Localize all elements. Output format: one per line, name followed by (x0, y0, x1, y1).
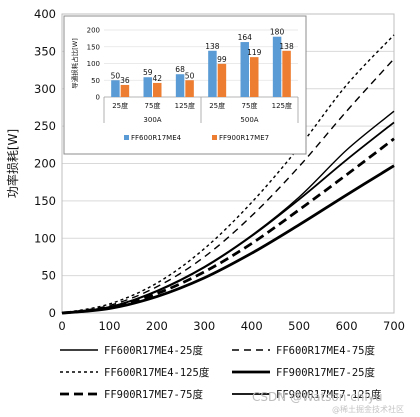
y-tick-label: 300 (34, 82, 56, 96)
inset-bar-label: 68 (175, 65, 185, 74)
legend-label: FF900R17ME7-125度 (276, 388, 382, 401)
y-tick-label: 400 (34, 7, 56, 21)
inset-bar-label: 119 (247, 48, 262, 57)
inset-bar-label: 42 (152, 74, 162, 83)
inset-bar (111, 80, 120, 97)
inset-bar (250, 57, 259, 97)
y-tick-label: 250 (34, 119, 56, 133)
legend-label: FF600R17ME4-75度 (276, 344, 376, 357)
inset-bar-chart: 050100150200503625度594275度6850125度138992… (63, 15, 307, 155)
inset-bar-label: 164 (238, 33, 253, 42)
inset-bar (143, 77, 152, 97)
inset-y-tick-label: 50 (91, 77, 100, 85)
inset-bar (240, 42, 249, 97)
legend-label: FF600R17ME4-25度 (104, 344, 204, 357)
inset-bar (217, 63, 227, 97)
y-tick-label: 150 (34, 194, 56, 208)
y-tick-label: 200 (34, 157, 56, 171)
inset-legend-label: FF600R17ME4 (131, 134, 182, 142)
inset-group-label: 300A (143, 116, 161, 124)
y-tick-label: 100 (34, 231, 56, 245)
y-tick-label: 350 (34, 44, 56, 58)
inset-bar-label: 138 (279, 42, 294, 51)
series-line-6 (61, 121, 395, 314)
plot-frame (61, 13, 395, 314)
inset-y-tick-label: 100 (87, 60, 100, 68)
inset-category-label: 75度 (145, 101, 161, 110)
watermark: CSDN @Watson chiyu (252, 390, 382, 404)
watermark-2: @稀土掘金技术社区 (332, 404, 404, 414)
legend-label: FF900R17ME7-75度 (104, 388, 204, 401)
series-line-3 (61, 34, 395, 314)
inset-frame (63, 15, 307, 155)
x-tick-label: 700 (383, 319, 405, 333)
inset-category-label: 25度 (209, 101, 225, 110)
inset-bar-label: 50 (185, 71, 195, 80)
inset-bar (185, 80, 194, 97)
x-tick-label: 100 (98, 319, 120, 333)
inset-legend-swatch (212, 135, 217, 140)
inset-y-tick-label: 0 (96, 94, 100, 102)
y-axis-label: 功率损耗[W] (5, 129, 20, 198)
inset-y-tick-label: 150 (87, 43, 100, 51)
legend-label: FF600R17ME4-125度 (104, 366, 210, 379)
inset-legend-swatch (124, 135, 129, 140)
inset-legend-label: FF900R17ME7 (219, 134, 269, 142)
inset-bar (175, 74, 185, 97)
inset-bar (282, 50, 291, 97)
inset-bar (153, 82, 162, 97)
x-tick-label: 600 (336, 319, 358, 333)
series-line-5 (61, 137, 395, 315)
legend-label: FF900R17ME7-25度 (276, 366, 376, 379)
series-line-2 (61, 58, 395, 314)
inset-y-tick-label: 200 (87, 27, 100, 35)
inset-group-label: 500A (240, 116, 258, 124)
inset-category-label: 125度 (175, 101, 195, 110)
inset-bar (120, 84, 130, 97)
inset-bar-label: 138 (205, 42, 220, 51)
x-tick-label: 200 (146, 319, 168, 333)
x-tick-label: 0 (58, 319, 65, 333)
legend: FF600R17ME4-25度 FF600R17ME4-75度 FF600R17ME… (60, 344, 382, 401)
inset-category-label: 25度 (112, 101, 128, 110)
x-tick-label: 400 (241, 319, 263, 333)
inset-bar-label: 99 (217, 55, 227, 64)
inset-bar-label: 180 (270, 28, 285, 37)
inset-bar (208, 50, 217, 97)
inset-bar-label: 59 (143, 68, 153, 77)
inset-bar-label: 50 (111, 71, 121, 80)
inset-y-axis-label: 导通损耗占比[W] (70, 38, 79, 89)
x-tick-label: 500 (288, 319, 310, 333)
y-tick-label: 50 (41, 269, 56, 283)
series-line-4 (61, 164, 395, 315)
inset-bar-label: 36 (120, 76, 130, 85)
y-tick-label: 0 (49, 306, 56, 320)
inset-category-label: 125度 (272, 101, 292, 110)
x-tick-label: 300 (193, 319, 215, 333)
inset-bar (272, 36, 282, 97)
inset-category-label: 75度 (242, 101, 258, 110)
